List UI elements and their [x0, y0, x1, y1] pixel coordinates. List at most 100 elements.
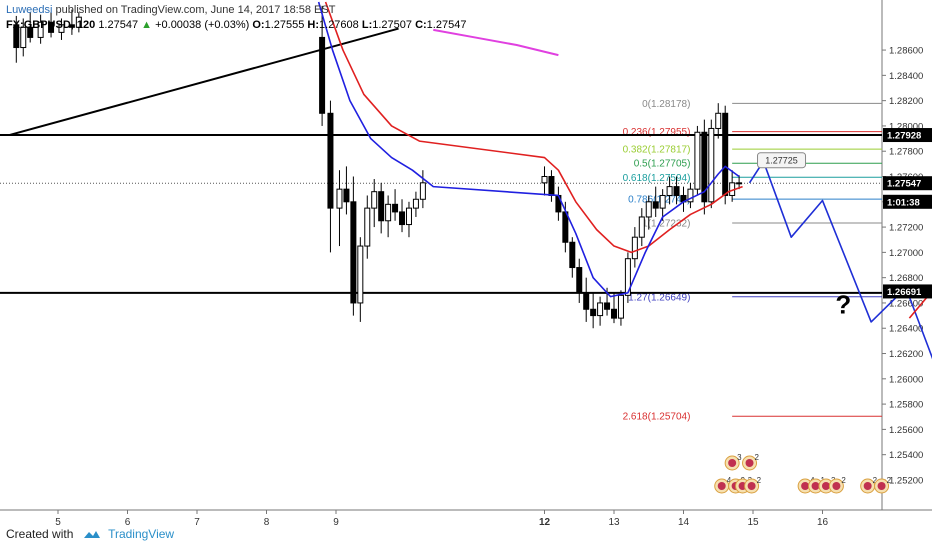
price-tick-label: 1.27000 — [889, 248, 923, 259]
candle-body[interactable] — [75, 16, 82, 28]
candle-body[interactable] — [645, 201, 652, 218]
axis-price-label-box — [883, 194, 932, 209]
candle-body[interactable] — [357, 245, 364, 304]
candle-body[interactable] — [412, 198, 419, 209]
axis-price-label-box — [883, 284, 932, 299]
fib-level-label: 1(1.27232) — [642, 219, 690, 230]
candle-body[interactable] — [701, 131, 708, 203]
candle-body[interactable] — [722, 112, 729, 196]
flag-icon — [832, 482, 841, 490]
time-tick-label: 7 — [194, 517, 200, 528]
candle-body[interactable] — [631, 236, 638, 260]
candle-body[interactable] — [624, 258, 631, 296]
candle-body[interactable] — [590, 308, 597, 317]
candle-body[interactable] — [576, 267, 583, 294]
candle-body[interactable] — [652, 201, 659, 209]
event-count-label: 2 — [887, 476, 892, 485]
candle-body[interactable] — [666, 186, 673, 196]
price-callout-text: 1.27725 — [765, 156, 798, 166]
high-value: 1.27608 — [319, 19, 359, 31]
candle-body[interactable] — [694, 131, 701, 190]
candle-body[interactable] — [548, 176, 555, 196]
blue-moving-average — [317, 1, 740, 298]
candle-body[interactable] — [604, 302, 611, 310]
candle-body[interactable] — [597, 302, 604, 317]
candle-body[interactable] — [392, 203, 399, 213]
price-tick-label: 1.28200 — [889, 96, 923, 107]
candle-body[interactable] — [569, 241, 576, 269]
time-tick-label: 13 — [608, 517, 620, 528]
candle-body[interactable] — [385, 203, 392, 222]
candle-body[interactable] — [638, 216, 645, 238]
candle-body[interactable] — [708, 127, 715, 203]
flag-icon — [863, 482, 872, 490]
candle-body[interactable] — [37, 21, 44, 38]
candle-body[interactable] — [617, 294, 624, 319]
candle-body[interactable] — [68, 24, 75, 28]
candle-body[interactable] — [399, 211, 406, 226]
candle-body[interactable] — [611, 308, 617, 319]
axis-price-label: 1.27928 — [887, 131, 921, 142]
candle-body[interactable] — [48, 21, 55, 33]
flag-icon — [877, 482, 886, 490]
candle-body[interactable] — [736, 182, 743, 185]
symbol-name[interactable]: FX:GBPUSD, 120 — [6, 19, 96, 31]
low-label: L: — [361, 19, 373, 31]
candle-body[interactable] — [583, 292, 590, 310]
tradingview-link[interactable]: TradingView — [108, 527, 175, 541]
candle-body[interactable] — [371, 191, 378, 209]
flag-icon — [821, 482, 830, 490]
candle-body[interactable] — [673, 186, 680, 196]
candle-body[interactable] — [562, 211, 569, 243]
candle-body[interactable] — [378, 191, 385, 222]
candle-body[interactable] — [319, 36, 326, 114]
price-tick-label: 1.26400 — [889, 324, 923, 335]
candle-body[interactable] — [364, 207, 371, 247]
symbol-legend: FX:GBPUSD, 120 1.27547 ▲ +0.00038 (+0.03… — [6, 19, 466, 31]
candle-body[interactable] — [350, 201, 357, 304]
open-label: O: — [252, 19, 265, 31]
event-count-label: 2 — [755, 453, 760, 462]
candle-body[interactable] — [336, 188, 343, 209]
time-tick-label: 8 — [264, 517, 270, 528]
flag-icon — [747, 482, 756, 490]
close-value: 1.27547 — [426, 19, 467, 31]
axis-price-label: 1.27547 — [887, 179, 921, 190]
candle-body[interactable] — [58, 24, 65, 33]
bullish-arrow — [908, 290, 932, 319]
candle-body[interactable] — [687, 188, 694, 203]
projected-path — [748, 160, 932, 360]
event-count-label: 2 — [841, 476, 846, 485]
magenta-moving-average — [433, 28, 559, 57]
price-tick-label: 1.26800 — [889, 273, 923, 284]
price-callout-box — [757, 152, 807, 169]
flag-icon — [728, 459, 737, 467]
candle-body[interactable] — [541, 176, 548, 184]
up-arrow-icon: ▲ — [141, 19, 153, 31]
author-name[interactable]: Luweedsi — [6, 4, 53, 16]
time-tick-label: 14 — [678, 517, 690, 528]
time-tick-label: 16 — [817, 517, 829, 528]
fib-level-label: 1.27(1.26649) — [628, 292, 690, 303]
tradingview-logo-icon — [83, 531, 100, 538]
candle-body[interactable] — [343, 188, 350, 203]
time-tick-label: 9 — [333, 517, 339, 528]
candle-body[interactable] — [20, 26, 27, 49]
candle-body[interactable] — [715, 112, 722, 129]
candle-body[interactable] — [327, 112, 334, 209]
fib-level-label: 0.382(1.27817) — [623, 145, 691, 156]
price-tick-label: 1.27800 — [889, 147, 923, 158]
price-tick-label: 1.28400 — [889, 71, 923, 82]
candle-body[interactable] — [405, 207, 412, 226]
candle-body[interactable] — [27, 26, 34, 38]
candle-body[interactable] — [659, 194, 666, 209]
candle-body[interactable] — [13, 24, 20, 49]
candle-body[interactable] — [419, 182, 426, 200]
trendline — [9, 27, 399, 137]
created-with-text: Created with — [6, 527, 74, 541]
price-tick-label: 1.25800 — [889, 400, 923, 411]
event-count-label: 2 — [757, 476, 762, 485]
flag-icon — [801, 482, 810, 490]
price-tick-label: 1.25400 — [889, 450, 923, 461]
